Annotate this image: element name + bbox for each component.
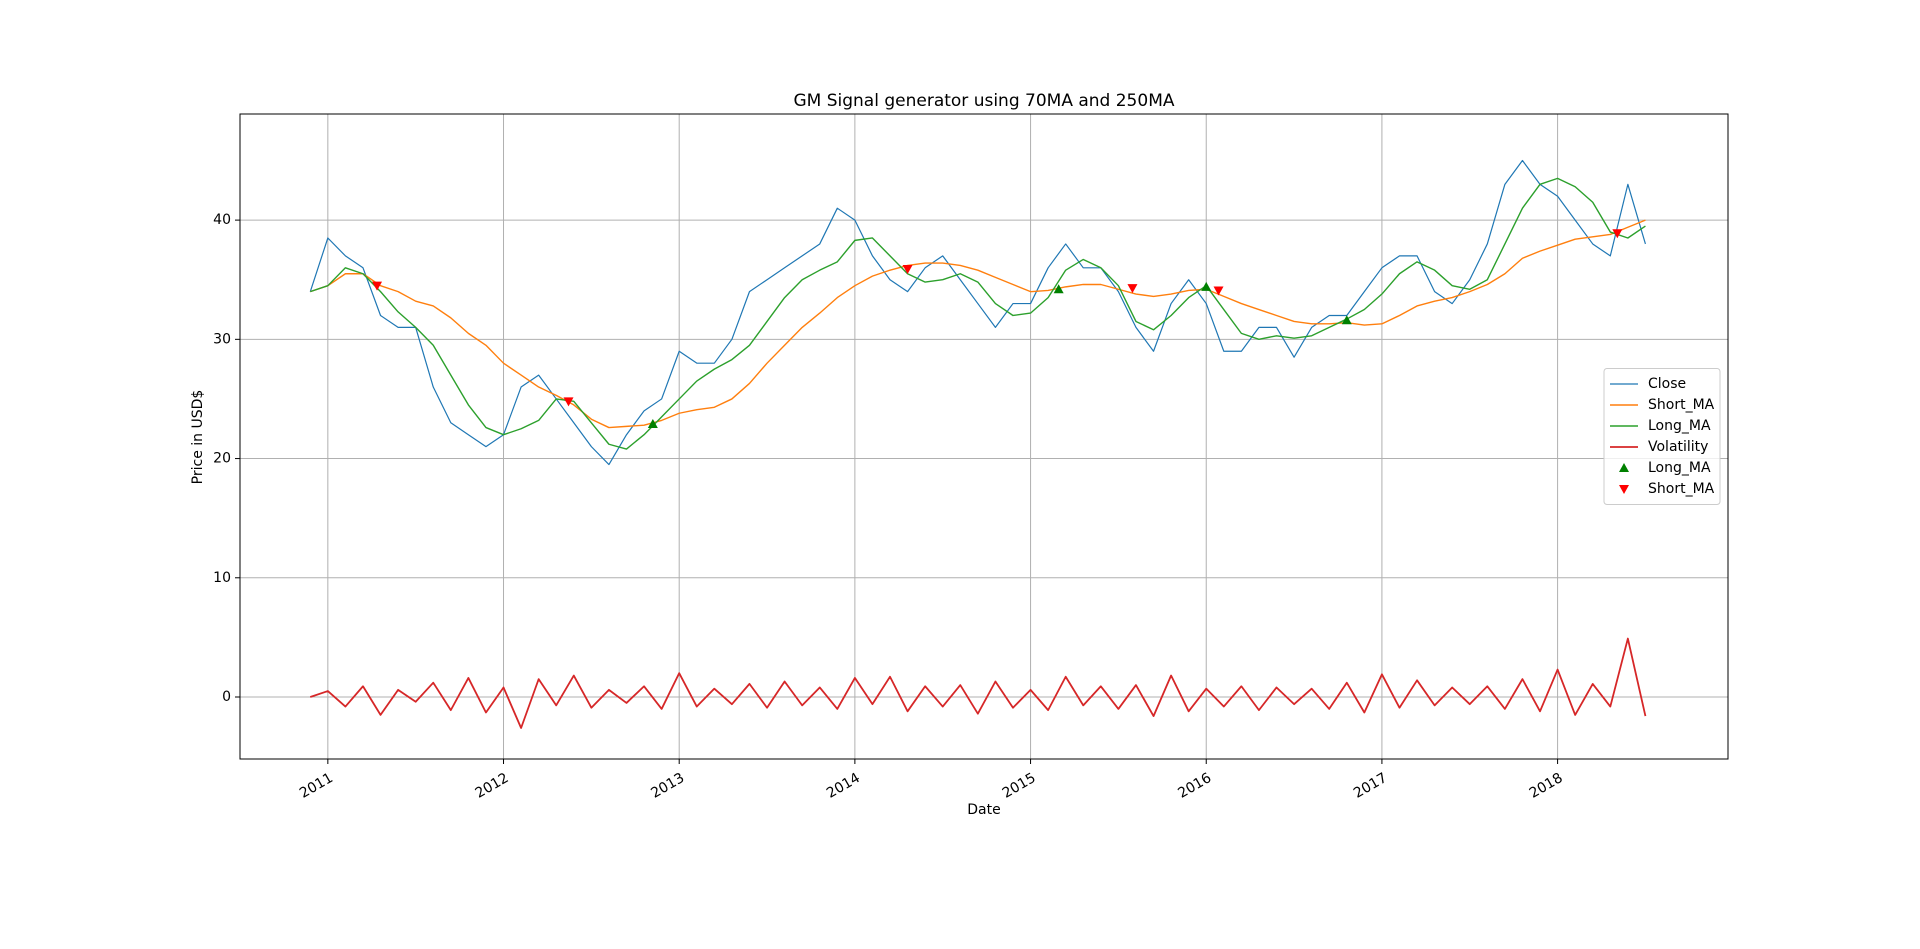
- legend-label: Short_MA: [1648, 397, 1715, 413]
- legend-label: Close: [1648, 376, 1686, 392]
- x-tick-label: 2011: [297, 770, 336, 802]
- legend-marker: [1619, 463, 1629, 472]
- x-axis-label: Date: [967, 802, 1000, 818]
- series-line: [309, 159, 1647, 466]
- signal-marker: [1053, 284, 1064, 294]
- legend-label: Long_MA: [1648, 418, 1711, 434]
- signal-marker: [1612, 229, 1623, 239]
- series-line: [310, 177, 1646, 450]
- x-tick-label: 2014: [824, 770, 863, 802]
- legend-box: [1603, 368, 1721, 505]
- x-tick-label: 2012: [473, 770, 512, 802]
- y-tick-label: 30: [213, 331, 231, 347]
- legend-label: Long_MA: [1648, 460, 1711, 476]
- y-tick-label: 40: [213, 212, 231, 228]
- x-tick-label: 2016: [1175, 770, 1214, 802]
- chart-title: GM Signal generator using 70MA and 250MA: [793, 91, 1174, 111]
- y-axis-label: Price in USD$: [190, 390, 206, 485]
- y-tick-label: 0: [222, 689, 231, 705]
- plot-frame: [239, 113, 1729, 760]
- x-tick-label: 2018: [1527, 770, 1566, 802]
- signal-marker: [563, 397, 574, 407]
- y-tick-label: 10: [213, 570, 231, 586]
- signal-marker: [902, 264, 913, 274]
- signal-marker: [1341, 315, 1352, 325]
- x-tick-label: 2015: [1000, 770, 1039, 802]
- signal-marker: [1127, 284, 1138, 294]
- legend-label: Volatility: [1648, 439, 1708, 455]
- signal-marker: [372, 281, 383, 291]
- legend-label: Short_MA: [1648, 481, 1715, 497]
- legend-marker: [1619, 485, 1629, 494]
- x-tick-label: 2017: [1351, 770, 1390, 802]
- x-tick-label: 2013: [648, 770, 687, 802]
- y-tick-label: 20: [213, 451, 231, 467]
- series-line: [309, 637, 1647, 729]
- signal-marker: [1201, 281, 1212, 291]
- series-line: [310, 219, 1646, 429]
- signal-marker: [647, 418, 658, 428]
- signal-marker: [1213, 286, 1224, 296]
